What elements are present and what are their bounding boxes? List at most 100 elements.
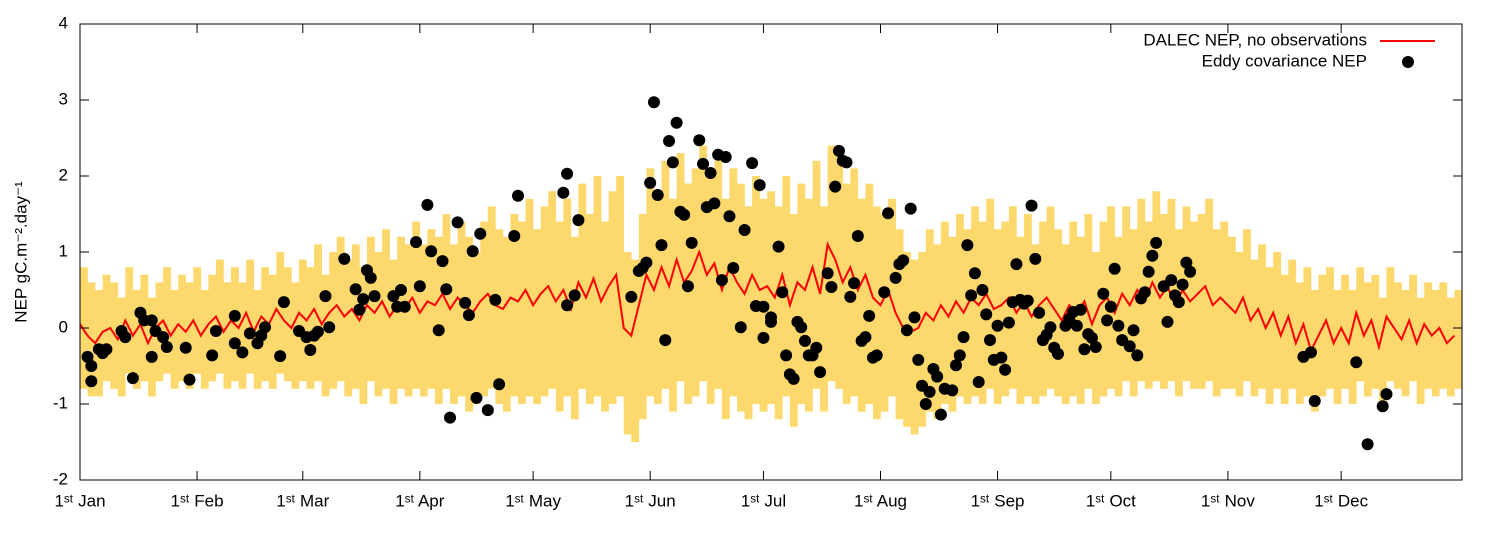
observation-point	[1085, 331, 1098, 344]
x-tick-label: 1ˢᵗ Apr	[395, 491, 445, 510]
band-bar	[623, 252, 632, 435]
band-bar	[1273, 252, 1282, 389]
band-bar	[1220, 221, 1229, 389]
band-bar	[374, 252, 383, 397]
observation-point	[723, 210, 736, 223]
band-bar	[1348, 290, 1357, 404]
observation-point	[919, 398, 932, 410]
observation-point	[160, 341, 173, 353]
observation-point	[1108, 262, 1121, 275]
observation-point	[1380, 388, 1393, 401]
y-axis-label: NEP gC.m⁻².day⁻¹	[11, 181, 30, 323]
band-bar	[1250, 259, 1259, 397]
band-bar	[948, 236, 957, 412]
legend-label: Eddy covariance NEP	[1202, 51, 1367, 70]
observation-point	[727, 261, 740, 274]
band-bar	[1363, 282, 1372, 397]
band-bar	[555, 221, 564, 412]
band-bar	[125, 267, 134, 374]
band-bar	[608, 191, 617, 404]
observation-point	[685, 236, 698, 249]
observation-point	[946, 384, 959, 397]
band-bar	[910, 259, 919, 435]
observation-point	[859, 331, 872, 344]
x-tick-label: 1ˢᵗ Jan	[54, 491, 105, 510]
x-tick-label: 1ˢᵗ Nov	[1201, 491, 1255, 510]
band-bar	[616, 176, 625, 397]
band-bar	[1159, 214, 1168, 389]
observation-point	[889, 271, 902, 284]
y-tick-label: 0	[59, 317, 68, 336]
band-bar	[480, 221, 489, 397]
observation-point	[508, 230, 521, 243]
observation-point	[1146, 249, 1159, 262]
observation-point	[85, 360, 98, 372]
band-bar	[752, 176, 760, 404]
observation-point	[984, 334, 997, 347]
observation-point	[1180, 256, 1193, 269]
band-bar	[993, 229, 1002, 404]
x-tick-label: 1ˢᵗ May	[505, 491, 561, 510]
band-bar	[540, 206, 549, 397]
band-bar	[1046, 206, 1055, 389]
observation-point	[512, 189, 525, 202]
band-bar	[1084, 214, 1093, 389]
observation-point	[481, 404, 494, 417]
observation-point	[957, 331, 970, 344]
band-bar	[812, 160, 821, 389]
band-bar	[986, 198, 995, 389]
observation-point	[1165, 274, 1178, 287]
observation-point	[765, 315, 777, 328]
observation-point	[1161, 315, 1174, 328]
band-bar	[434, 236, 443, 404]
observation-point	[832, 144, 845, 157]
band-bar	[1114, 236, 1123, 397]
band-bar	[548, 191, 557, 389]
band-bar	[1122, 206, 1131, 382]
band-bar	[329, 252, 338, 389]
band-bar	[827, 145, 836, 382]
x-tick-label: 1ˢᵗ Sep	[971, 491, 1025, 510]
observation-point	[814, 366, 827, 379]
observation-point	[1176, 278, 1189, 291]
observation-point	[179, 341, 192, 354]
x-tick-label: 1ˢᵗ Mar	[276, 491, 329, 510]
observation-point	[787, 372, 800, 385]
band-bar	[1016, 236, 1025, 404]
band-bar	[1318, 274, 1327, 397]
band-bar	[956, 214, 964, 397]
observation-point	[746, 157, 759, 170]
band-bar	[857, 198, 866, 412]
observation-point	[1184, 265, 1197, 278]
observation-point	[625, 290, 638, 303]
observation-point	[772, 240, 785, 253]
observation-point	[157, 331, 170, 344]
observation-point	[1033, 306, 1046, 319]
observation-point	[228, 337, 241, 350]
band-bar	[268, 274, 277, 389]
observation-point	[145, 314, 158, 327]
observation-point	[1112, 319, 1125, 332]
observation-point	[923, 385, 936, 398]
band-bar	[1288, 259, 1297, 389]
observation-point	[851, 230, 864, 243]
observation-point	[757, 300, 770, 313]
observation-point	[757, 331, 770, 344]
x-tick-label: 1ˢᵗ Aug	[854, 491, 907, 510]
observation-point	[1051, 347, 1064, 360]
observation-point	[277, 296, 290, 309]
observation-point	[410, 236, 423, 249]
observation-point	[349, 283, 362, 296]
observation-point	[274, 350, 287, 363]
observation-point	[557, 186, 570, 199]
observation-point	[357, 293, 370, 306]
band-bar	[306, 267, 315, 389]
band-bar	[918, 252, 927, 427]
band-bar	[865, 183, 874, 404]
observation-point	[810, 341, 823, 354]
band-bar	[132, 290, 141, 389]
band-bar	[533, 229, 541, 404]
band-bar	[1333, 290, 1342, 404]
observation-point	[644, 176, 657, 189]
band-bar	[1099, 221, 1108, 397]
